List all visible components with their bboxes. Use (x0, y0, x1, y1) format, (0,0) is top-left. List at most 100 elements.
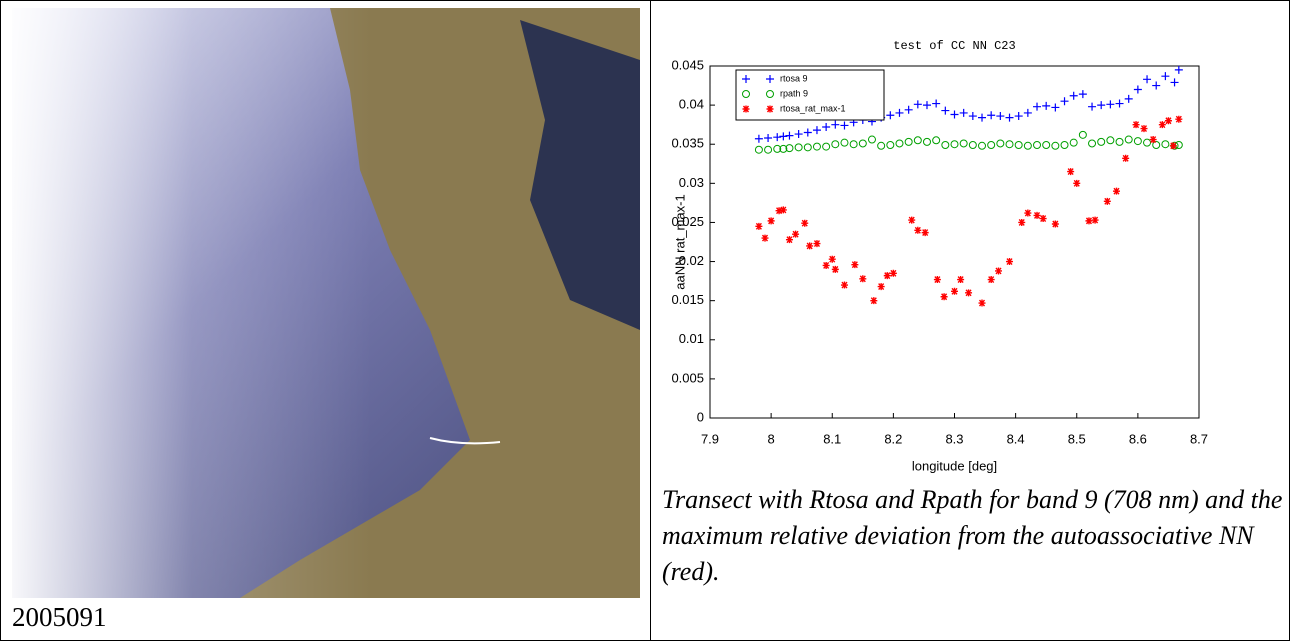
data-point (1164, 117, 1172, 125)
data-point (932, 99, 941, 108)
data-point (831, 120, 840, 129)
chart-title: test of CC NN C23 (893, 39, 1015, 53)
data-point (1069, 91, 1078, 100)
data-point (1023, 108, 1032, 117)
data-point (886, 141, 895, 150)
x-tick-label: 7.9 (701, 431, 719, 446)
data-point (1133, 85, 1142, 94)
data-point (851, 261, 859, 269)
x-tick-label: 8.5 (1068, 431, 1086, 446)
data-point (1152, 141, 1161, 150)
y-tick-label: 0.035 (671, 136, 704, 151)
data-point (1149, 136, 1157, 144)
data-point (803, 128, 812, 137)
legend-label: rtosa_rat_max-1 (780, 103, 846, 113)
data-point (849, 140, 858, 149)
data-point (1060, 141, 1069, 150)
y-tick-label: 0.045 (671, 57, 704, 72)
data-point (840, 138, 849, 147)
data-point (1078, 90, 1087, 99)
data-point (908, 216, 916, 224)
data-point (877, 283, 885, 291)
data-point (1161, 140, 1170, 149)
data-point (1122, 154, 1130, 162)
data-point (1115, 137, 1124, 146)
legend-marker (742, 75, 750, 83)
data-point (987, 111, 996, 120)
x-tick-label: 8.4 (1007, 431, 1025, 446)
data-point (987, 276, 995, 284)
data-point (978, 113, 987, 122)
legend-box (735, 69, 885, 121)
data-point (1143, 138, 1152, 147)
data-point (1018, 218, 1026, 226)
data-point (767, 217, 775, 225)
data-point (1132, 121, 1140, 129)
x-tick-label: 8.3 (945, 431, 963, 446)
data-point (779, 144, 788, 153)
y-tick-label: 0.02 (679, 253, 704, 268)
data-point (1078, 130, 1087, 139)
data-point (1024, 209, 1032, 217)
x-tick-label: 8.6 (1129, 431, 1147, 446)
y-tick-label: 0.025 (671, 214, 704, 229)
data-point (785, 131, 794, 140)
data-point (968, 141, 977, 150)
data-point (806, 242, 814, 250)
data-point (1051, 220, 1059, 228)
data-point (1060, 97, 1069, 106)
data-point (1014, 141, 1023, 150)
data-point (1006, 258, 1014, 266)
data-point (858, 139, 867, 148)
data-point (1085, 217, 1093, 225)
data-point (1174, 141, 1183, 150)
data-point (959, 108, 968, 117)
data-point (1175, 115, 1183, 123)
data-point (950, 110, 959, 119)
image-caption: 2005091 (12, 602, 107, 632)
data-point (1088, 102, 1097, 111)
data-point (794, 143, 803, 152)
data-point (1023, 141, 1032, 150)
y-tick-label: 0.005 (671, 370, 704, 385)
data-point (1005, 113, 1014, 122)
x-tick-label: 8.7 (1190, 431, 1208, 446)
y-tick-label: 0.03 (679, 175, 704, 190)
data-point (1124, 94, 1133, 103)
legend-marker (766, 75, 774, 83)
data-point (755, 222, 763, 230)
data-point (1106, 100, 1115, 109)
data-point (1005, 140, 1014, 149)
data-point (867, 135, 876, 144)
data-point (773, 144, 782, 153)
data-point (1103, 197, 1111, 205)
data-point (779, 206, 787, 214)
data-point (913, 100, 922, 109)
data-point (840, 281, 848, 289)
y-tick-label: 0.01 (679, 331, 704, 346)
data-point (1069, 138, 1078, 147)
data-point (1170, 78, 1179, 87)
data-point (764, 145, 773, 154)
x-tick-label: 8.1 (823, 431, 841, 446)
data-point (987, 141, 996, 150)
data-point (941, 106, 950, 115)
data-point (1106, 136, 1115, 145)
data-point (822, 142, 831, 151)
data-point (957, 276, 965, 284)
data-point (775, 207, 783, 215)
data-point (978, 299, 986, 307)
data-point (1014, 112, 1023, 121)
data-point (1152, 81, 1161, 90)
data-point (785, 144, 794, 153)
data-point (1067, 168, 1075, 176)
data-point (831, 265, 839, 273)
data-point (921, 229, 929, 237)
data-point (1042, 141, 1051, 150)
data-point (859, 275, 867, 283)
legend-marker (742, 105, 750, 113)
data-point (965, 289, 973, 297)
data-point (840, 121, 849, 130)
data-point (1097, 101, 1106, 110)
data-point (1097, 137, 1106, 146)
